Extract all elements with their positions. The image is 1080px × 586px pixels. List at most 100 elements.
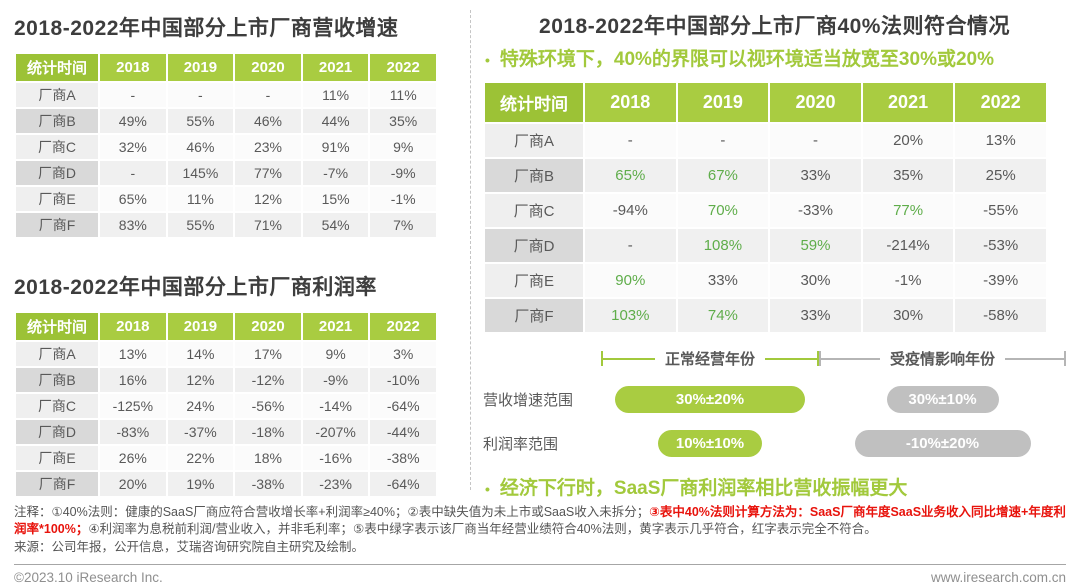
value-cell: -125% bbox=[100, 394, 166, 418]
bracket-tick bbox=[1064, 351, 1067, 366]
value-cell: -207% bbox=[302, 420, 369, 444]
value-cell: 22% bbox=[167, 446, 234, 470]
footnote-line: 注释：①40%法则：健康的SaaS厂商应符合营收增长率+利润率≥40%；②表中缺… bbox=[14, 504, 1066, 539]
value-cell: 55% bbox=[167, 213, 234, 237]
value-cell: 25% bbox=[955, 159, 1046, 192]
year-header-cell: 2021 bbox=[302, 54, 369, 81]
value-cell: -9% bbox=[302, 368, 369, 392]
rule-relax-note: • 特殊环境下，40%的界限可以视环境适当放宽至30%或20% bbox=[483, 44, 1066, 71]
vendor-row: 厂商B 16% 12% -12% -9% -10% bbox=[16, 368, 436, 392]
value-cell: 11% bbox=[167, 187, 234, 211]
value-cell: -39% bbox=[955, 264, 1046, 297]
value-cell: 77% bbox=[235, 161, 301, 185]
value-cell: 11% bbox=[370, 83, 436, 107]
revenue-range-covid-pill: 30%±10% bbox=[886, 386, 999, 413]
value-cell: -94% bbox=[585, 194, 676, 227]
value-cell: 59% bbox=[770, 229, 861, 262]
value-cell: 46% bbox=[235, 109, 301, 133]
value-cell: -9% bbox=[370, 161, 436, 185]
revenue-range-normal-pill: 30%±20% bbox=[615, 386, 805, 413]
value-cell: 32% bbox=[100, 135, 166, 159]
bracket-tick bbox=[819, 351, 821, 366]
year-header-cell: 2019 bbox=[167, 313, 234, 340]
value-cell: - bbox=[585, 124, 676, 157]
vendor-label-cell: 厂商B bbox=[16, 109, 98, 133]
stat-time-header-cell: 统计时间 bbox=[16, 54, 98, 81]
value-cell: -1% bbox=[862, 264, 954, 297]
footnote-red: ③表中40%法则计算方法为：SaaS厂商年度SaaS业务收入同比增速+年度利润率… bbox=[14, 505, 1066, 537]
year-header-cell: 2020 bbox=[235, 54, 301, 81]
value-cell: 90% bbox=[585, 264, 676, 297]
value-cell: 9% bbox=[302, 342, 369, 366]
value-cell: 145% bbox=[167, 161, 234, 185]
footer: ©2023.10 iResearch Inc. www.iresearch.co… bbox=[14, 563, 1066, 585]
value-cell: 30% bbox=[862, 299, 954, 332]
vendor-label-cell: 厂商F bbox=[16, 213, 98, 237]
value-cell: -10% bbox=[370, 368, 436, 392]
covid-years-bracket: 受疫情影响年份 bbox=[819, 348, 1067, 369]
bracket-tick bbox=[817, 351, 820, 366]
vendor-row: 厂商A - - -11% 11% bbox=[16, 83, 436, 107]
vendor-label-cell: 厂商A bbox=[485, 124, 583, 157]
value-cell: -18% bbox=[235, 420, 301, 444]
vendor-label-cell: 厂商C bbox=[16, 135, 98, 159]
bullet-icon: • bbox=[485, 52, 490, 68]
year-header-cell: 2020 bbox=[770, 83, 861, 122]
value-cell: 9% bbox=[370, 135, 436, 159]
value-cell: 46% bbox=[167, 135, 234, 159]
vendor-label-cell: 厂商C bbox=[16, 394, 98, 418]
value-cell: 3% bbox=[370, 342, 436, 366]
value-cell: 35% bbox=[862, 159, 954, 192]
covid-years-label: 受疫情影响年份 bbox=[890, 351, 996, 368]
vendor-label-cell: 厂商E bbox=[485, 264, 583, 297]
value-cell: 18% bbox=[235, 446, 301, 470]
bracket-tick bbox=[601, 351, 603, 366]
rule40-table: 统计时间 2018 2019 2020 2021 2022 厂商A - - -20% 13% 厂商B 6… bbox=[483, 81, 1048, 334]
value-cell: 65% bbox=[585, 159, 676, 192]
value-cell: 13% bbox=[100, 342, 166, 366]
bracket-line bbox=[765, 357, 818, 360]
year-header-cell: 2018 bbox=[100, 54, 166, 81]
footnotes: 注释：①40%法则：健康的SaaS厂商应符合营收增长率+利润率≥40%；②表中缺… bbox=[0, 498, 1080, 556]
value-cell: -1% bbox=[370, 187, 436, 211]
value-cell: -64% bbox=[370, 472, 436, 496]
value-cell: 91% bbox=[302, 135, 369, 159]
value-cell: 55% bbox=[167, 109, 234, 133]
profit-margin-table: 统计时间 2018 2019 2020 2021 2022 厂商A 13% 14% 17% 9% 3%… bbox=[14, 311, 438, 498]
value-cell: 16% bbox=[100, 368, 166, 392]
vendor-label-cell: 厂商F bbox=[16, 472, 98, 496]
value-cell: -56% bbox=[235, 394, 301, 418]
value-cell: 7% bbox=[370, 213, 436, 237]
value-cell: 12% bbox=[235, 187, 301, 211]
value-cell: -14% bbox=[302, 394, 369, 418]
vendor-row: 厂商D -108% 59% -214% -53% bbox=[485, 229, 1046, 262]
value-cell: - bbox=[100, 83, 166, 107]
value-cell: -55% bbox=[955, 194, 1046, 227]
value-cell: - bbox=[770, 124, 861, 157]
value-cell: 54% bbox=[302, 213, 369, 237]
value-cell: 108% bbox=[677, 229, 769, 262]
value-cell: - bbox=[235, 83, 301, 107]
value-cell: 70% bbox=[677, 194, 769, 227]
right-column: 2018-2022年中国部分上市厂商40%法则符合情况 • 特殊环境下，40%的… bbox=[470, 10, 1080, 499]
value-cell: 74% bbox=[677, 299, 769, 332]
header-row: 统计时间 2018 2019 2020 2021 2022 bbox=[16, 54, 436, 81]
value-cell: -38% bbox=[235, 472, 301, 496]
value-cell: -23% bbox=[302, 472, 369, 496]
vendor-row: 厂商F 20% 19% -38% -23% -64% bbox=[16, 472, 436, 496]
value-cell: - bbox=[167, 83, 234, 107]
value-cell: 44% bbox=[302, 109, 369, 133]
bullet-icon: • bbox=[485, 481, 490, 497]
vendor-label-cell: 厂商D bbox=[16, 420, 98, 444]
revenue-growth-table: 统计时间 2018 2019 2020 2021 2022 厂商A - - -11% 11% 厂商B 4… bbox=[14, 52, 438, 239]
vendor-row: 厂商F 103% 74% 33% 30% -58% bbox=[485, 299, 1046, 332]
value-cell: -7% bbox=[302, 161, 369, 185]
year-header-cell: 2018 bbox=[585, 83, 676, 122]
vendor-row: 厂商B 49% 55% 46% 44% 35% bbox=[16, 109, 436, 133]
value-cell: 33% bbox=[770, 159, 861, 192]
vendor-row: 厂商E 90% 33% 30% -1% -39% bbox=[485, 264, 1046, 297]
year-header-cell: 2021 bbox=[862, 83, 954, 122]
stat-time-header-cell: 统计时间 bbox=[485, 83, 583, 122]
vendor-label-cell: 厂商F bbox=[485, 299, 583, 332]
header-row: 统计时间 2018 2019 2020 2021 2022 bbox=[16, 313, 436, 340]
